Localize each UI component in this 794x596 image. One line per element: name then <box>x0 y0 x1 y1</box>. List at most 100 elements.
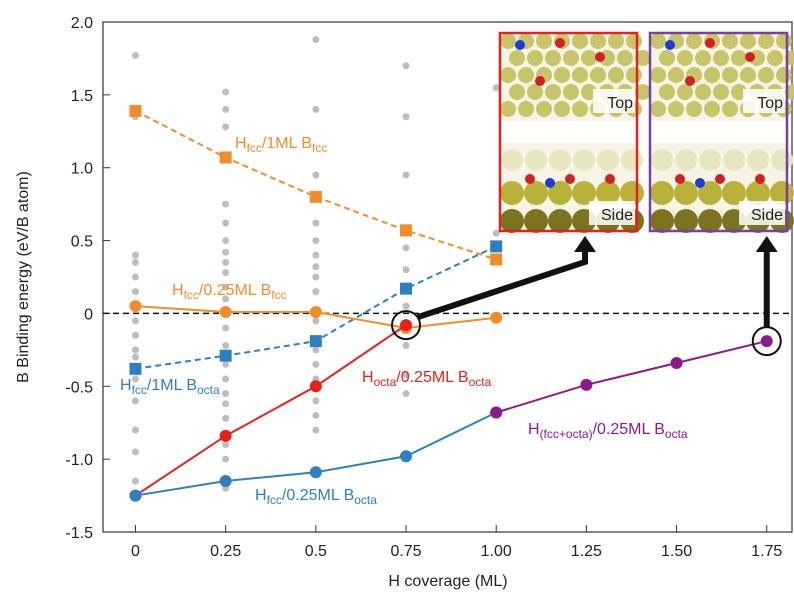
marker <box>490 240 502 252</box>
background-point <box>312 172 319 179</box>
atom <box>722 101 738 117</box>
atom <box>518 101 534 117</box>
atom <box>650 33 666 49</box>
y-tick-label: 1.5 <box>71 88 93 105</box>
atom <box>715 174 725 184</box>
series-label-subscript: (fcc+octa) <box>540 427 593 441</box>
series-label-subscript: octa <box>665 427 688 441</box>
series-label: Hfcc/0.25ML Bfcc <box>172 282 287 302</box>
atom <box>509 50 525 66</box>
series-label-text: /0.25ML B <box>199 282 271 299</box>
background-point <box>312 252 319 259</box>
marker <box>580 379 592 391</box>
y-tick-label: -1.0 <box>65 452 93 469</box>
series-label-subscript: octa <box>354 493 377 507</box>
x-tick-label: 0.5 <box>305 543 327 560</box>
atom <box>723 149 745 171</box>
atom <box>722 33 738 49</box>
atom <box>518 67 534 83</box>
atom <box>626 33 642 49</box>
atom <box>509 84 525 100</box>
background-point <box>403 172 410 179</box>
background-point <box>222 269 229 276</box>
background-point <box>403 303 410 310</box>
atom <box>659 50 675 66</box>
marker <box>400 224 412 236</box>
y-tick-label: 0.5 <box>71 234 93 251</box>
arrowhead <box>574 236 596 252</box>
atom <box>590 67 606 83</box>
background-point <box>403 113 410 120</box>
series-label-text: H <box>120 377 132 394</box>
series-label-subscript: fcc <box>271 288 286 302</box>
atom <box>665 40 675 50</box>
series-label-subscript: fcc <box>132 383 147 397</box>
marker <box>490 312 502 324</box>
atom <box>651 149 673 171</box>
atom <box>677 84 693 100</box>
atom <box>605 174 615 184</box>
marker <box>310 335 322 347</box>
atom <box>524 181 548 205</box>
atom <box>650 101 666 117</box>
y-tick-label: 2.0 <box>71 15 93 32</box>
background-point <box>132 274 139 281</box>
x-tick-label: 1.00 <box>481 543 512 560</box>
background-point <box>132 354 139 361</box>
atom <box>771 149 793 171</box>
chart: H coverage (ML) B Binding energy (eV/B a… <box>0 0 794 596</box>
marker <box>129 105 141 117</box>
inset-label: Top <box>757 95 783 112</box>
atom <box>554 101 570 117</box>
y-tick-label: 0 <box>84 306 93 323</box>
background-point <box>312 274 319 281</box>
atom <box>545 84 561 100</box>
background-point <box>132 317 139 324</box>
atom <box>581 50 597 66</box>
series-line <box>135 413 496 496</box>
atom <box>747 149 769 171</box>
y-axis-label: B Binding energy (eV/B atom) <box>15 171 32 383</box>
background-point <box>222 123 229 130</box>
background-point <box>132 376 139 383</box>
background-point <box>222 441 229 448</box>
atom <box>525 174 535 184</box>
atom <box>525 149 547 171</box>
atom <box>608 67 624 83</box>
atom <box>731 50 747 66</box>
atom <box>621 149 643 171</box>
background-point <box>132 52 139 59</box>
atom <box>755 174 765 184</box>
series-label-subscript: fcc <box>312 141 327 155</box>
atom <box>597 149 619 171</box>
atom <box>501 149 523 171</box>
background-point <box>222 400 229 407</box>
background-point <box>132 288 139 295</box>
atom <box>545 178 555 188</box>
marker <box>220 152 232 164</box>
marker <box>220 306 232 318</box>
atom <box>554 67 570 83</box>
background-point <box>222 376 229 383</box>
series-label-text: /1ML B <box>262 135 312 152</box>
x-tick-label: 0 <box>131 543 140 560</box>
background-point <box>493 84 500 91</box>
background-point <box>132 346 139 353</box>
atom <box>536 101 552 117</box>
inset-gap <box>500 121 637 143</box>
background-point <box>222 249 229 256</box>
marker <box>129 490 141 502</box>
series-label-subscript: fcc <box>267 493 282 507</box>
background-point <box>222 342 229 349</box>
background-point <box>222 106 229 113</box>
background-point <box>132 332 139 339</box>
background-point <box>403 266 410 273</box>
atom <box>674 209 698 233</box>
background-point <box>312 237 319 244</box>
atom <box>524 209 548 233</box>
atom <box>675 174 685 184</box>
background-point <box>312 106 319 113</box>
x-tick-label: 0.25 <box>210 543 241 560</box>
atom <box>740 67 756 83</box>
